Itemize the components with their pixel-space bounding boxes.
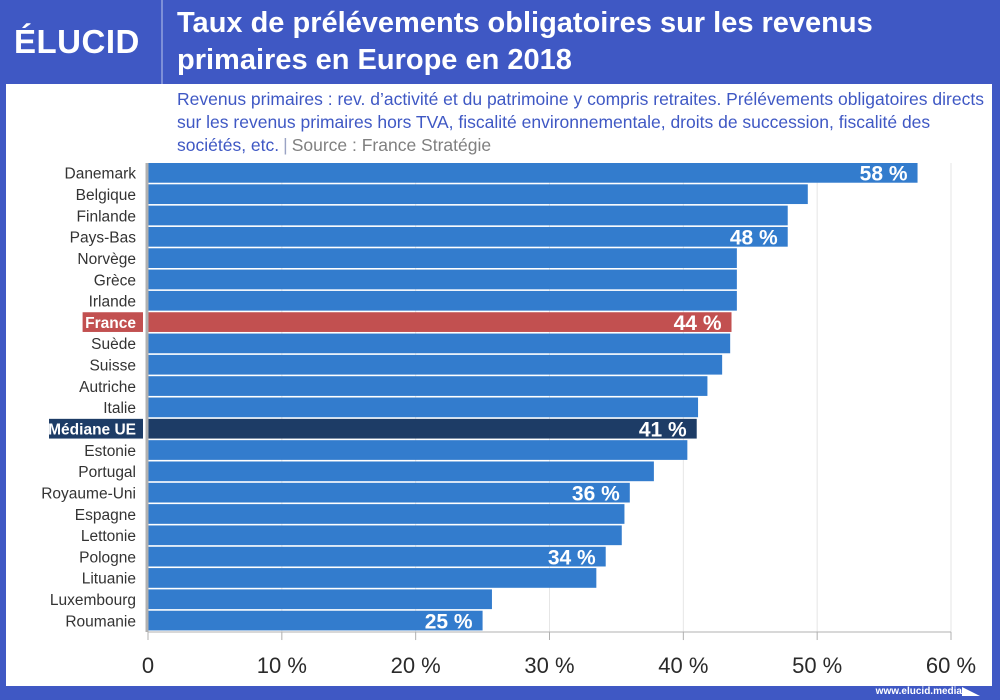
source-text: Source : France Stratégie	[291, 135, 492, 155]
category-label: Estonie	[84, 443, 136, 460]
bar	[148, 589, 492, 610]
bar	[148, 546, 606, 567]
category-label: Royaume-Uni	[41, 485, 136, 502]
bar	[148, 504, 625, 524]
category-label: France	[85, 315, 136, 332]
x-tick-label: 10 %	[257, 653, 307, 678]
bar	[148, 610, 483, 631]
category-label: Norvège	[77, 251, 136, 268]
category-label: Lettonie	[81, 528, 136, 545]
bar	[148, 376, 708, 396]
bar	[148, 461, 654, 482]
category-label: Danemark	[65, 166, 137, 183]
bar	[148, 184, 808, 205]
bar	[148, 397, 699, 418]
bar	[148, 525, 622, 546]
category-label: Finlande	[77, 208, 136, 225]
category-label-highlight	[82, 312, 143, 332]
x-tick-label: 40 %	[658, 653, 708, 678]
category-label-highlight	[49, 418, 143, 439]
bar	[148, 354, 723, 375]
bar	[148, 482, 630, 503]
category-label: Irlande	[89, 294, 136, 311]
data-label: 25 %	[425, 610, 473, 633]
bar	[148, 333, 731, 354]
category-label: Autriche	[79, 379, 136, 396]
data-label: 48 %	[730, 227, 778, 250]
category-label: Suède	[91, 336, 136, 353]
header-divider	[161, 0, 163, 84]
bar	[148, 226, 788, 247]
x-tick-label: 50 %	[792, 653, 842, 678]
category-label: Roumanie	[65, 613, 136, 630]
elucid-mark-icon	[962, 687, 980, 696]
category-label: Pays-Bas	[70, 230, 137, 247]
category-label: Belgique	[76, 187, 136, 204]
category-label: Lituanie	[82, 571, 136, 588]
chart-title: Taux de prélévements obligatoires sur le…	[177, 7, 873, 76]
bar	[148, 205, 788, 226]
footer-url[interactable]: www.elucid.media	[875, 686, 962, 697]
x-tick-label: 20 %	[391, 653, 441, 678]
subtitle-separator: |	[283, 135, 288, 155]
subtitle-text: Revenus primaires : rev. d’activité et d…	[177, 89, 984, 155]
data-label: 44 %	[674, 312, 722, 335]
bar	[148, 418, 697, 439]
x-tick-label: 30 %	[524, 653, 574, 678]
category-label: Luxembourg	[50, 592, 136, 609]
data-label: 41 %	[639, 419, 687, 442]
elucid-logo: ÉLUCID	[14, 23, 140, 60]
category-label: Pologne	[79, 549, 136, 566]
category-label: Grèce	[94, 272, 136, 289]
category-label: Médiane UE	[48, 422, 136, 439]
bar	[148, 290, 737, 311]
bar	[148, 312, 732, 332]
category-label: Suisse	[89, 358, 136, 375]
bar	[148, 568, 597, 588]
x-tick-label: 60 %	[926, 653, 976, 678]
x-tick-label: 0	[142, 653, 154, 678]
category-label: Espagne	[75, 507, 136, 524]
bar	[148, 440, 688, 460]
data-label: 58 %	[860, 163, 908, 186]
bar	[148, 248, 737, 268]
category-label: Portugal	[78, 464, 136, 481]
category-label: Italie	[103, 400, 136, 417]
bar	[148, 163, 918, 183]
chart-subtitle: Revenus primaires : rev. d’activité et d…	[177, 88, 992, 157]
bar	[148, 269, 737, 290]
data-label: 36 %	[572, 482, 620, 505]
data-label: 34 %	[548, 546, 596, 569]
